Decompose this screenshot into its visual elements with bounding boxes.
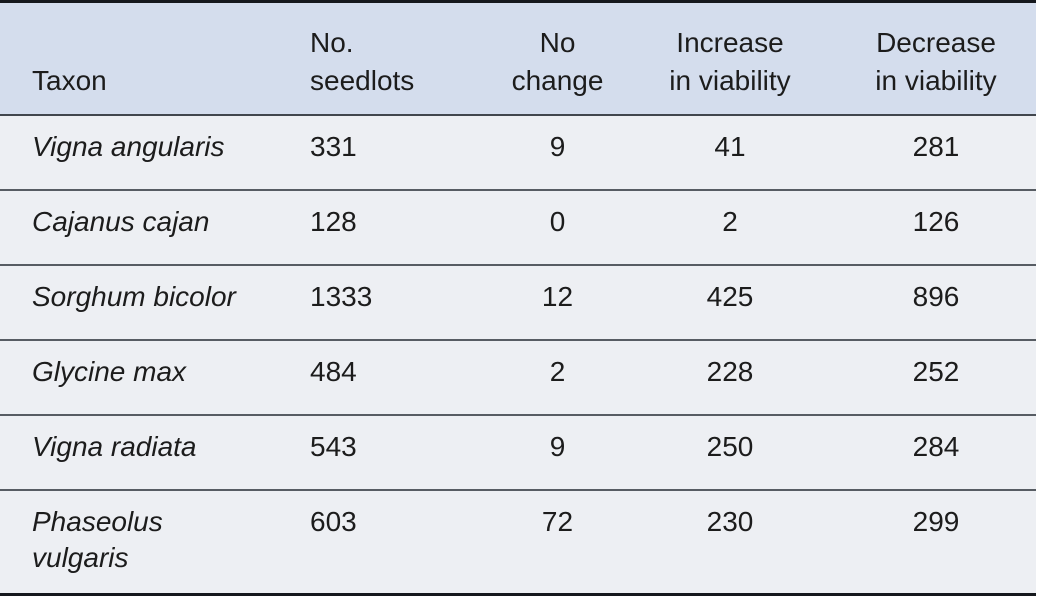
cell-no-change: 9 [445, 115, 660, 191]
cell-decrease-viability: 299 [912, 506, 960, 537]
column-header-label: seedlots [310, 65, 415, 96]
column-header-label: No [539, 27, 576, 58]
cell-taxon: Sorghum bicolor [0, 265, 270, 341]
cell-decrease-viability: 126 [800, 190, 1036, 266]
table-header: Taxon No. seedlots No change Increase in… [0, 1, 1036, 116]
table-row: Phaseolus vulgaris 603 72 230 299 [0, 490, 1036, 595]
cell-no-seedlots: 128 [270, 190, 445, 266]
table-row: Vigna angularis 331 9 41 281 [0, 115, 1036, 191]
column-header-label: in viability [669, 65, 791, 96]
table-row: Cajanus cajan 128 0 2 126 [0, 190, 1036, 266]
cell-decrease-viability: 281 [800, 115, 1036, 191]
cell-no-change: 2 [445, 340, 660, 416]
column-header-label: Taxon [32, 65, 107, 96]
cell-no-change: 12 [445, 265, 660, 341]
cell-no-change: 9 [445, 415, 660, 491]
cell-increase-viability: 230 [706, 506, 754, 537]
table-row: Sorghum bicolor 1333 12 425 896 [0, 265, 1036, 341]
column-header-label: Decrease [876, 27, 996, 58]
column-header-label: No. [310, 27, 354, 58]
column-header-label: change [511, 65, 604, 96]
cell-increase-viability: 425 [660, 265, 800, 341]
column-header-taxon: Taxon [0, 1, 270, 116]
column-header-label: in viability [875, 65, 997, 96]
cell-increase-viability: 250 [660, 415, 800, 491]
table-row: Glycine max 484 2 228 252 [0, 340, 1036, 416]
cell-no-seedlots: 543 [270, 415, 445, 491]
cell-increase-viability: 228 [660, 340, 800, 416]
cell-taxon: Phaseolus vulgaris [32, 506, 163, 573]
table-body: Vigna angularis 331 9 41 281 Cajanus caj… [0, 115, 1036, 595]
cell-taxon: Vigna angularis [0, 115, 270, 191]
cell-decrease-viability: 252 [800, 340, 1036, 416]
cell-no-change: 0 [445, 190, 660, 266]
cell-increase-viability: 2 [660, 190, 800, 266]
cell-no-seedlots: 331 [270, 115, 445, 191]
cell-increase-viability: 41 [660, 115, 800, 191]
column-header-label: Increase [676, 27, 784, 58]
header-row: Taxon No. seedlots No change Increase in… [0, 1, 1036, 116]
column-header-no-seedlots: No. seedlots [270, 1, 445, 116]
cell-no-seedlots: 484 [270, 340, 445, 416]
column-header-decrease-viability: Decrease in viability [800, 1, 1036, 116]
cell-taxon: Cajanus cajan [0, 190, 270, 266]
cell-no-seedlots: 603 [310, 506, 357, 537]
column-header-no-change: No change [445, 1, 660, 116]
cell-no-seedlots: 1333 [270, 265, 445, 341]
cell-taxon: Glycine max [0, 340, 270, 416]
cell-no-change: 72 [541, 506, 574, 537]
cell-decrease-viability: 896 [800, 265, 1036, 341]
cell-decrease-viability: 284 [800, 415, 1036, 491]
column-header-increase-viability: Increase in viability [660, 1, 800, 116]
cell-taxon: Vigna radiata [0, 415, 270, 491]
table-row: Vigna radiata 543 9 250 284 [0, 415, 1036, 491]
